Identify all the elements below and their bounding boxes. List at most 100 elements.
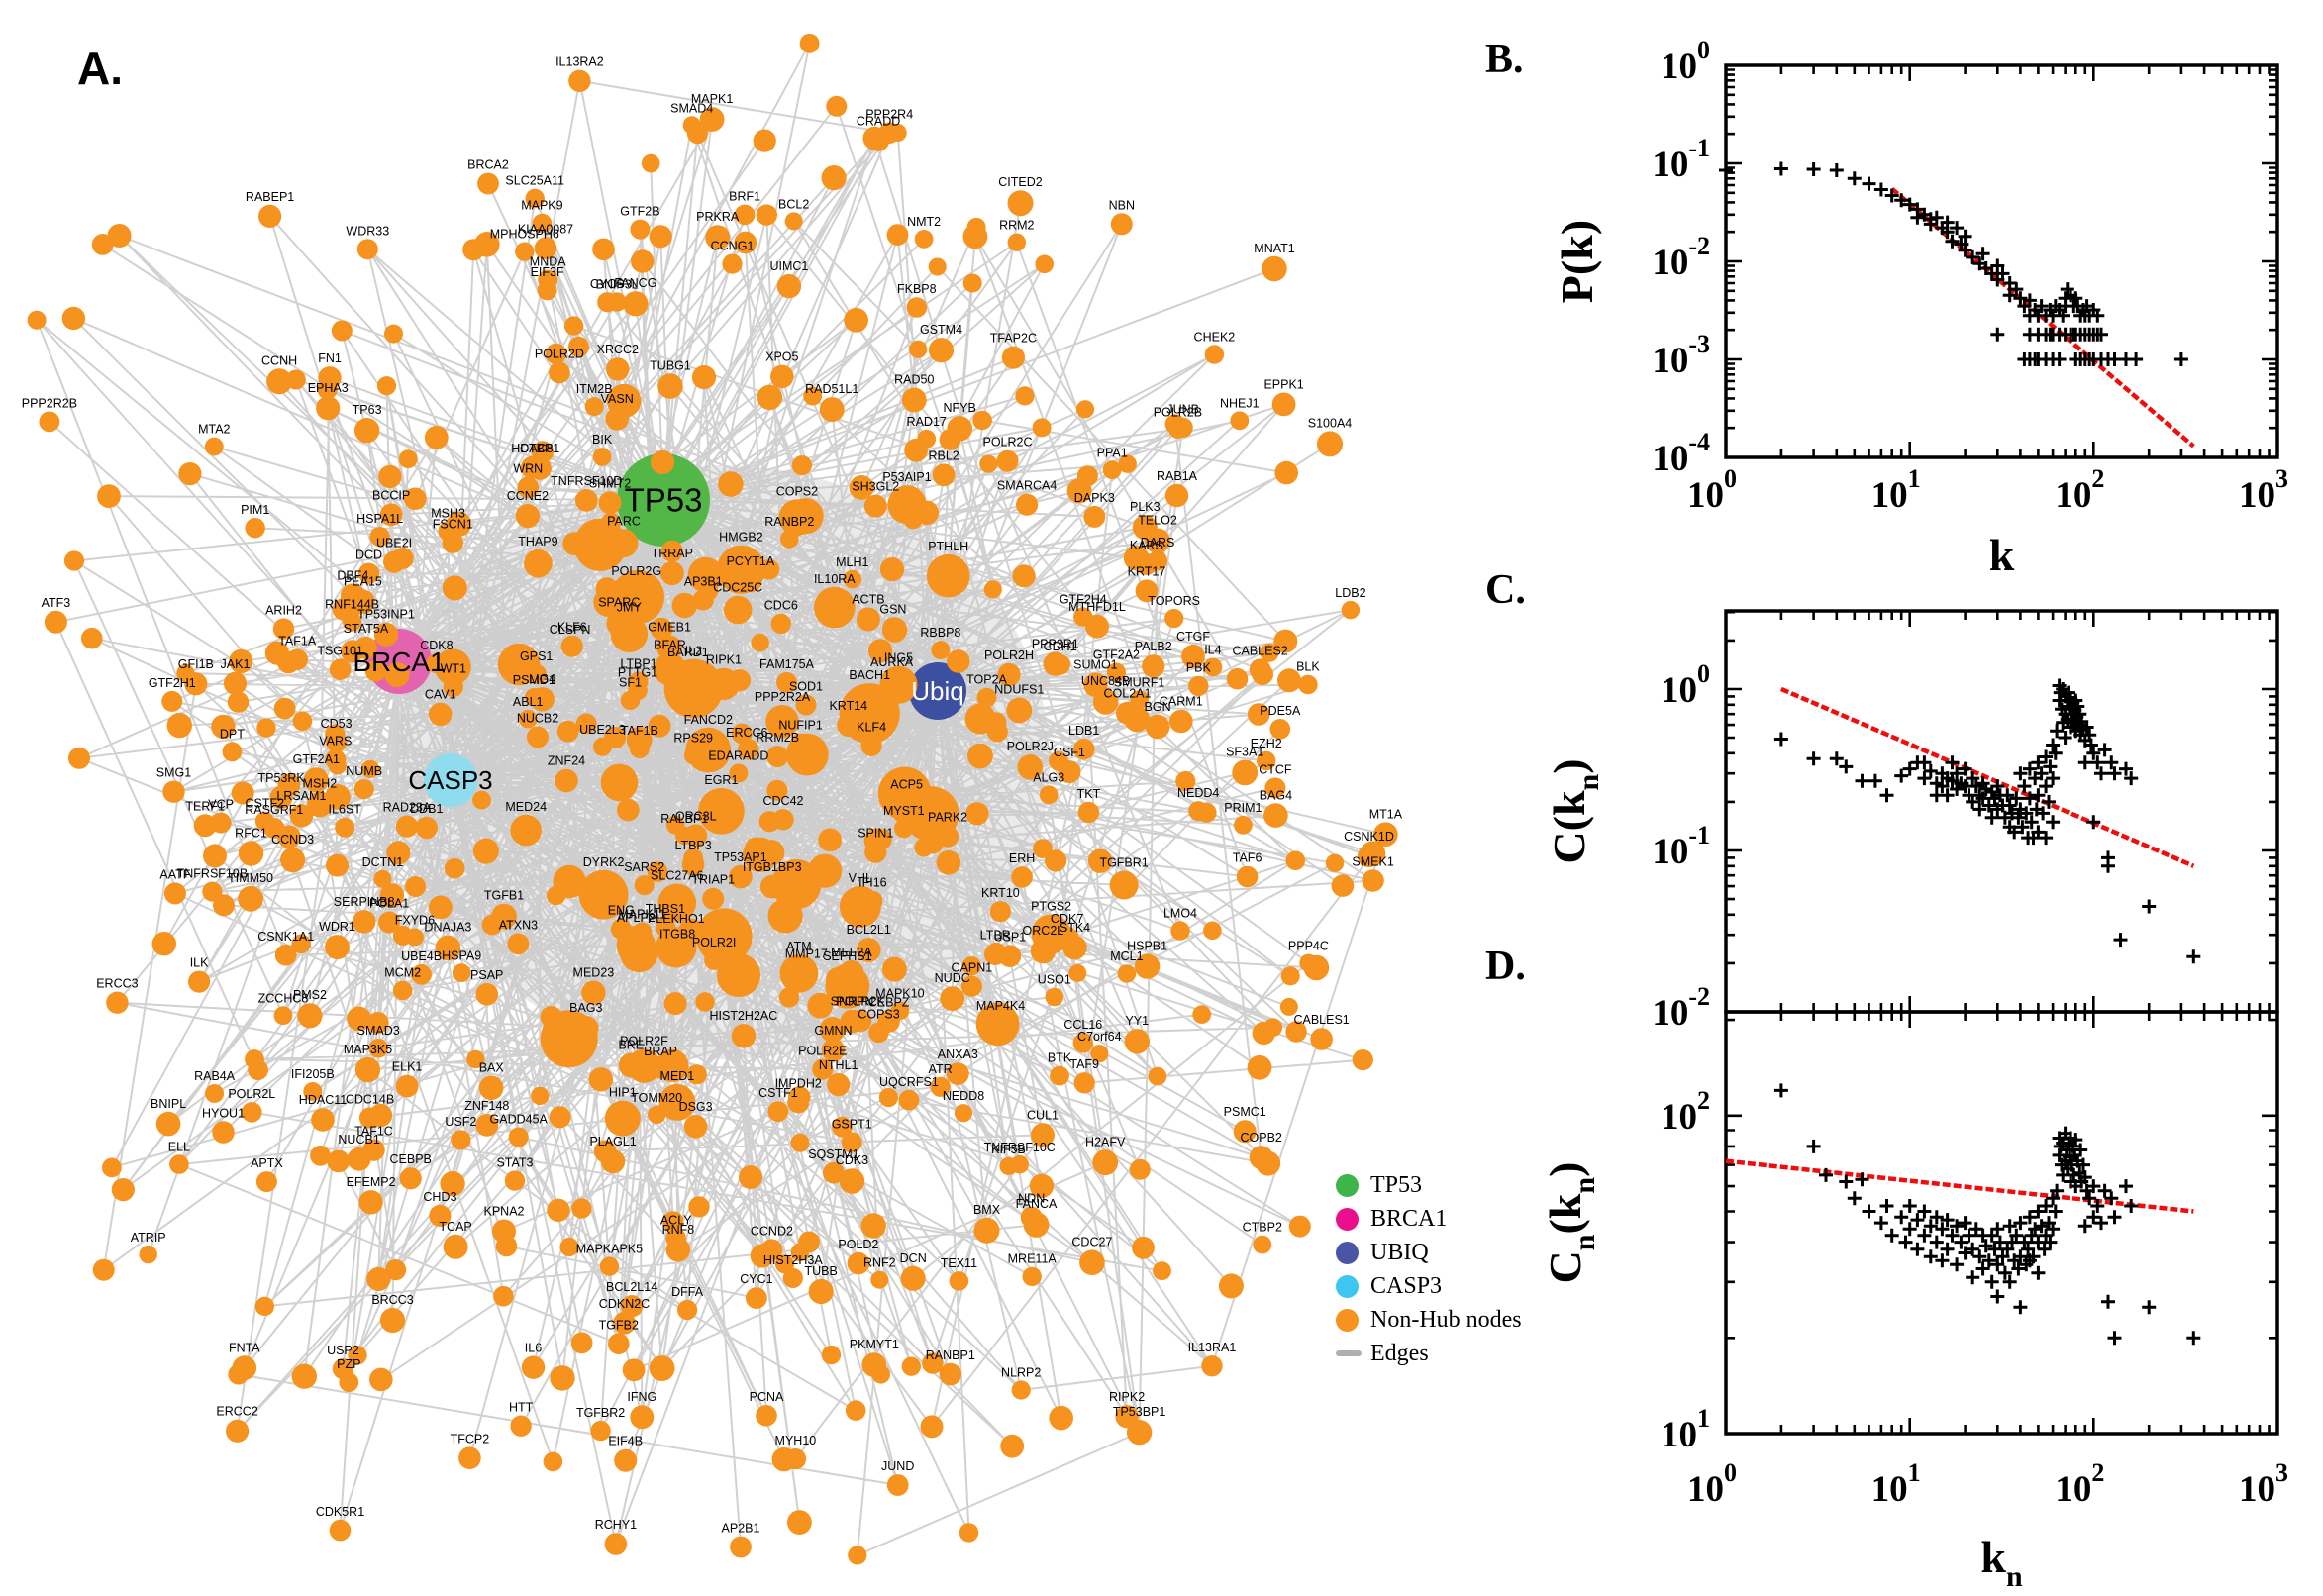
- gene-label: RBBP8: [920, 626, 960, 640]
- network-node: [1044, 849, 1067, 872]
- network-node: [738, 739, 759, 760]
- network-node: [599, 1256, 620, 1276]
- network-node: [1129, 1158, 1151, 1180]
- network-node: [960, 975, 983, 997]
- gene-label: KLF4: [857, 721, 886, 735]
- gene-label: PRKRA: [696, 210, 740, 224]
- gene-label: CSF1: [1054, 746, 1085, 759]
- gene-label: YY1: [1125, 1014, 1149, 1028]
- gene-label: CDC25C: [713, 581, 762, 595]
- gene-label: PZP: [337, 1357, 360, 1371]
- network-node: [686, 123, 708, 145]
- gene-label: POLR2G: [611, 564, 661, 578]
- gene-label: DAPK3: [1074, 491, 1115, 505]
- network-node: [504, 1170, 526, 1191]
- gene-label: STAT3: [496, 1155, 533, 1169]
- network-node: [508, 1127, 529, 1147]
- network-node: [776, 273, 802, 299]
- network-node: [659, 560, 684, 586]
- network-node: [258, 204, 282, 228]
- gene-label: APLP2: [617, 911, 656, 925]
- gene-label: CITED2: [998, 175, 1043, 189]
- network-node: [940, 986, 965, 1011]
- network-node: [366, 1012, 389, 1034]
- edge-swatch-icon: [1336, 1350, 1362, 1356]
- network-node: [1247, 703, 1270, 726]
- gene-label: EDARADD: [708, 748, 768, 762]
- network-node: [787, 498, 824, 535]
- gene-label: CDK5R1: [316, 1505, 364, 1519]
- network-node: [750, 1244, 774, 1268]
- network-node: [729, 763, 749, 783]
- gene-label: CCND2: [751, 1224, 793, 1238]
- gene-label: MLH1: [836, 555, 868, 569]
- network-node: [649, 225, 672, 249]
- legend-label-ubiq: UBIQ: [1370, 1239, 1429, 1265]
- tick-label: 100: [1687, 1458, 1737, 1510]
- gene-label: TAF6: [1233, 851, 1262, 865]
- gene-label: CDC27: [1071, 1235, 1112, 1248]
- network-node: [549, 1106, 571, 1129]
- gene-label: TFCP2: [451, 1432, 490, 1446]
- network-node: [429, 895, 453, 920]
- network-node: [547, 1198, 570, 1223]
- network-node: [656, 1048, 689, 1083]
- network-node: [540, 1010, 598, 1068]
- network-node: [903, 786, 960, 843]
- gene-label: CDK3: [836, 1153, 868, 1167]
- gene-label: TELO2: [1138, 514, 1177, 528]
- network-node: [914, 230, 934, 249]
- gene-label: ENG: [608, 904, 635, 918]
- axis-frame: [1724, 63, 2279, 459]
- network-node: [1124, 1029, 1151, 1054]
- network-node: [532, 441, 555, 463]
- network-node: [510, 1415, 532, 1437]
- network-node: [272, 618, 295, 640]
- gene-label: SPIN1: [858, 827, 893, 841]
- gene-label: CDKN2C: [599, 1297, 650, 1311]
- network-node: [657, 373, 683, 399]
- network-node: [662, 1211, 684, 1233]
- network-node: [595, 577, 619, 601]
- gene-label: MAPK1: [691, 92, 733, 106]
- gene-label: CDK8: [420, 639, 453, 652]
- network-node: [532, 213, 553, 234]
- network-node: [155, 1111, 181, 1137]
- gene-label: PSAP: [470, 968, 503, 982]
- network-node: [1203, 657, 1223, 677]
- network-node: [814, 586, 856, 629]
- gene-label: GSPT1: [832, 1117, 872, 1131]
- network-node: [1134, 953, 1161, 979]
- gene-label: MNDA: [530, 255, 566, 269]
- gene-label: JMY: [617, 601, 643, 615]
- network-node: [660, 540, 683, 562]
- network-node: [277, 773, 301, 797]
- gene-label: IL4: [1204, 644, 1221, 657]
- legend-label-tp53: TP53: [1370, 1171, 1423, 1198]
- gene-label: PKMYT1: [850, 1338, 899, 1351]
- network-node: [443, 1234, 468, 1259]
- gene-label: GSTM4: [920, 323, 962, 337]
- gene-label: JUND: [881, 1459, 914, 1473]
- network-node: [1135, 579, 1159, 603]
- gene-label: JUNB: [1166, 403, 1199, 417]
- network-node: [92, 1258, 115, 1281]
- gene-label: SLC27A6: [651, 869, 704, 883]
- gene-label: CAPN1: [952, 961, 993, 975]
- gene-label: CCL16: [1063, 1018, 1102, 1032]
- gene-label: ZNF24: [548, 754, 585, 768]
- gene-label: RRM2B: [756, 731, 799, 745]
- network-node: [472, 838, 499, 864]
- network-node: [932, 463, 956, 487]
- network-node: [379, 883, 405, 908]
- network-node: [989, 901, 1012, 923]
- network-node: [227, 691, 250, 713]
- gene-label: CTBP2: [1243, 1221, 1282, 1235]
- network-node: [575, 713, 597, 735]
- network-node: [327, 1149, 351, 1173]
- gene-label: ATRIP: [131, 1231, 166, 1245]
- gene-label: FANCA: [1016, 1197, 1058, 1211]
- network-node: [1079, 1249, 1105, 1275]
- gene-label: KARS: [1130, 539, 1163, 552]
- gene-label: TNFRSF10D: [551, 474, 622, 488]
